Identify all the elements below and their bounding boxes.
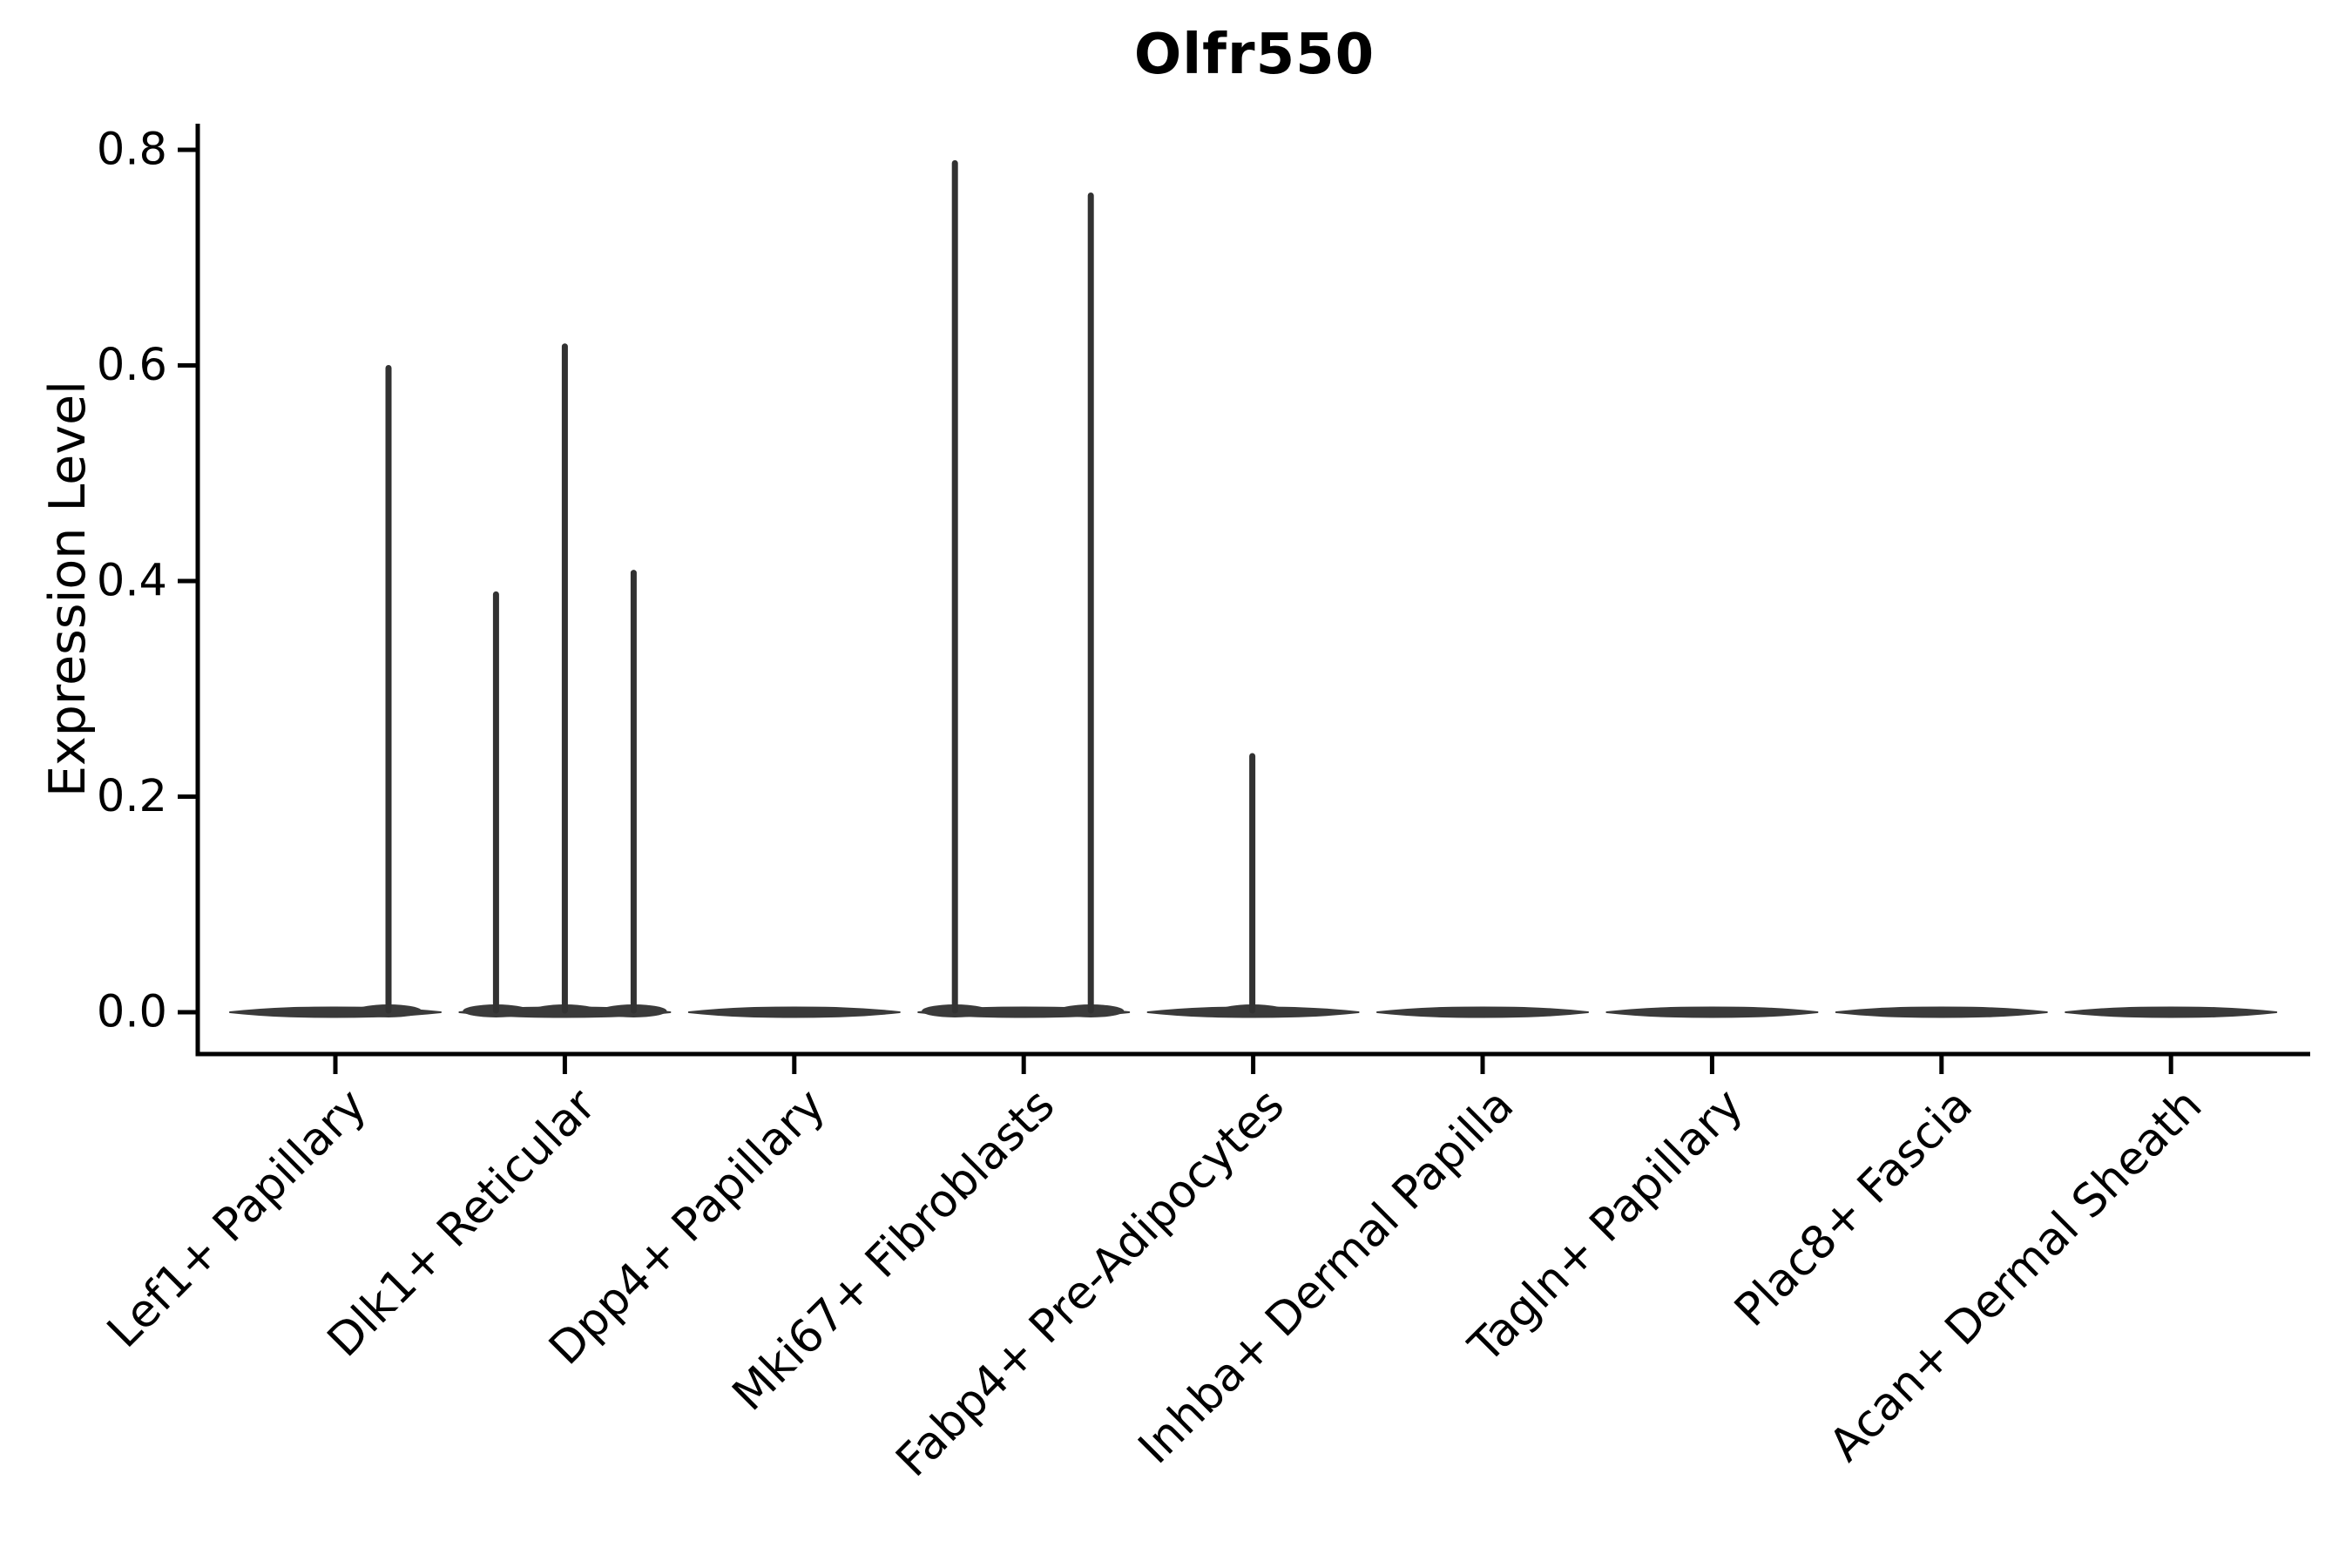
violin-body xyxy=(1605,1006,1819,1018)
violin-body xyxy=(1835,1006,2048,1018)
violin-body xyxy=(1376,1006,1589,1018)
x-tick-label: Inhba+ Dermal Papilla xyxy=(1129,1079,1524,1474)
x-tick-label: Fabp4+ Pre-Adipocytes xyxy=(886,1079,1294,1487)
chart-title: Olfr550 xyxy=(1133,23,1375,87)
violin-body xyxy=(2065,1006,2278,1018)
violin-body xyxy=(687,1006,901,1018)
y-tick-label: 0.2 xyxy=(97,771,167,822)
x-tick-label: Acan+ Dermal Sheath xyxy=(1820,1079,2213,1472)
y-tick-label: 0.0 xyxy=(97,987,167,1038)
y-tick-label: 0.8 xyxy=(97,125,167,176)
y-tick-label: 0.4 xyxy=(97,556,167,607)
x-tick-label: Plac8+ Fascia xyxy=(1725,1079,1983,1337)
y-tick-label: 0.6 xyxy=(97,340,167,391)
